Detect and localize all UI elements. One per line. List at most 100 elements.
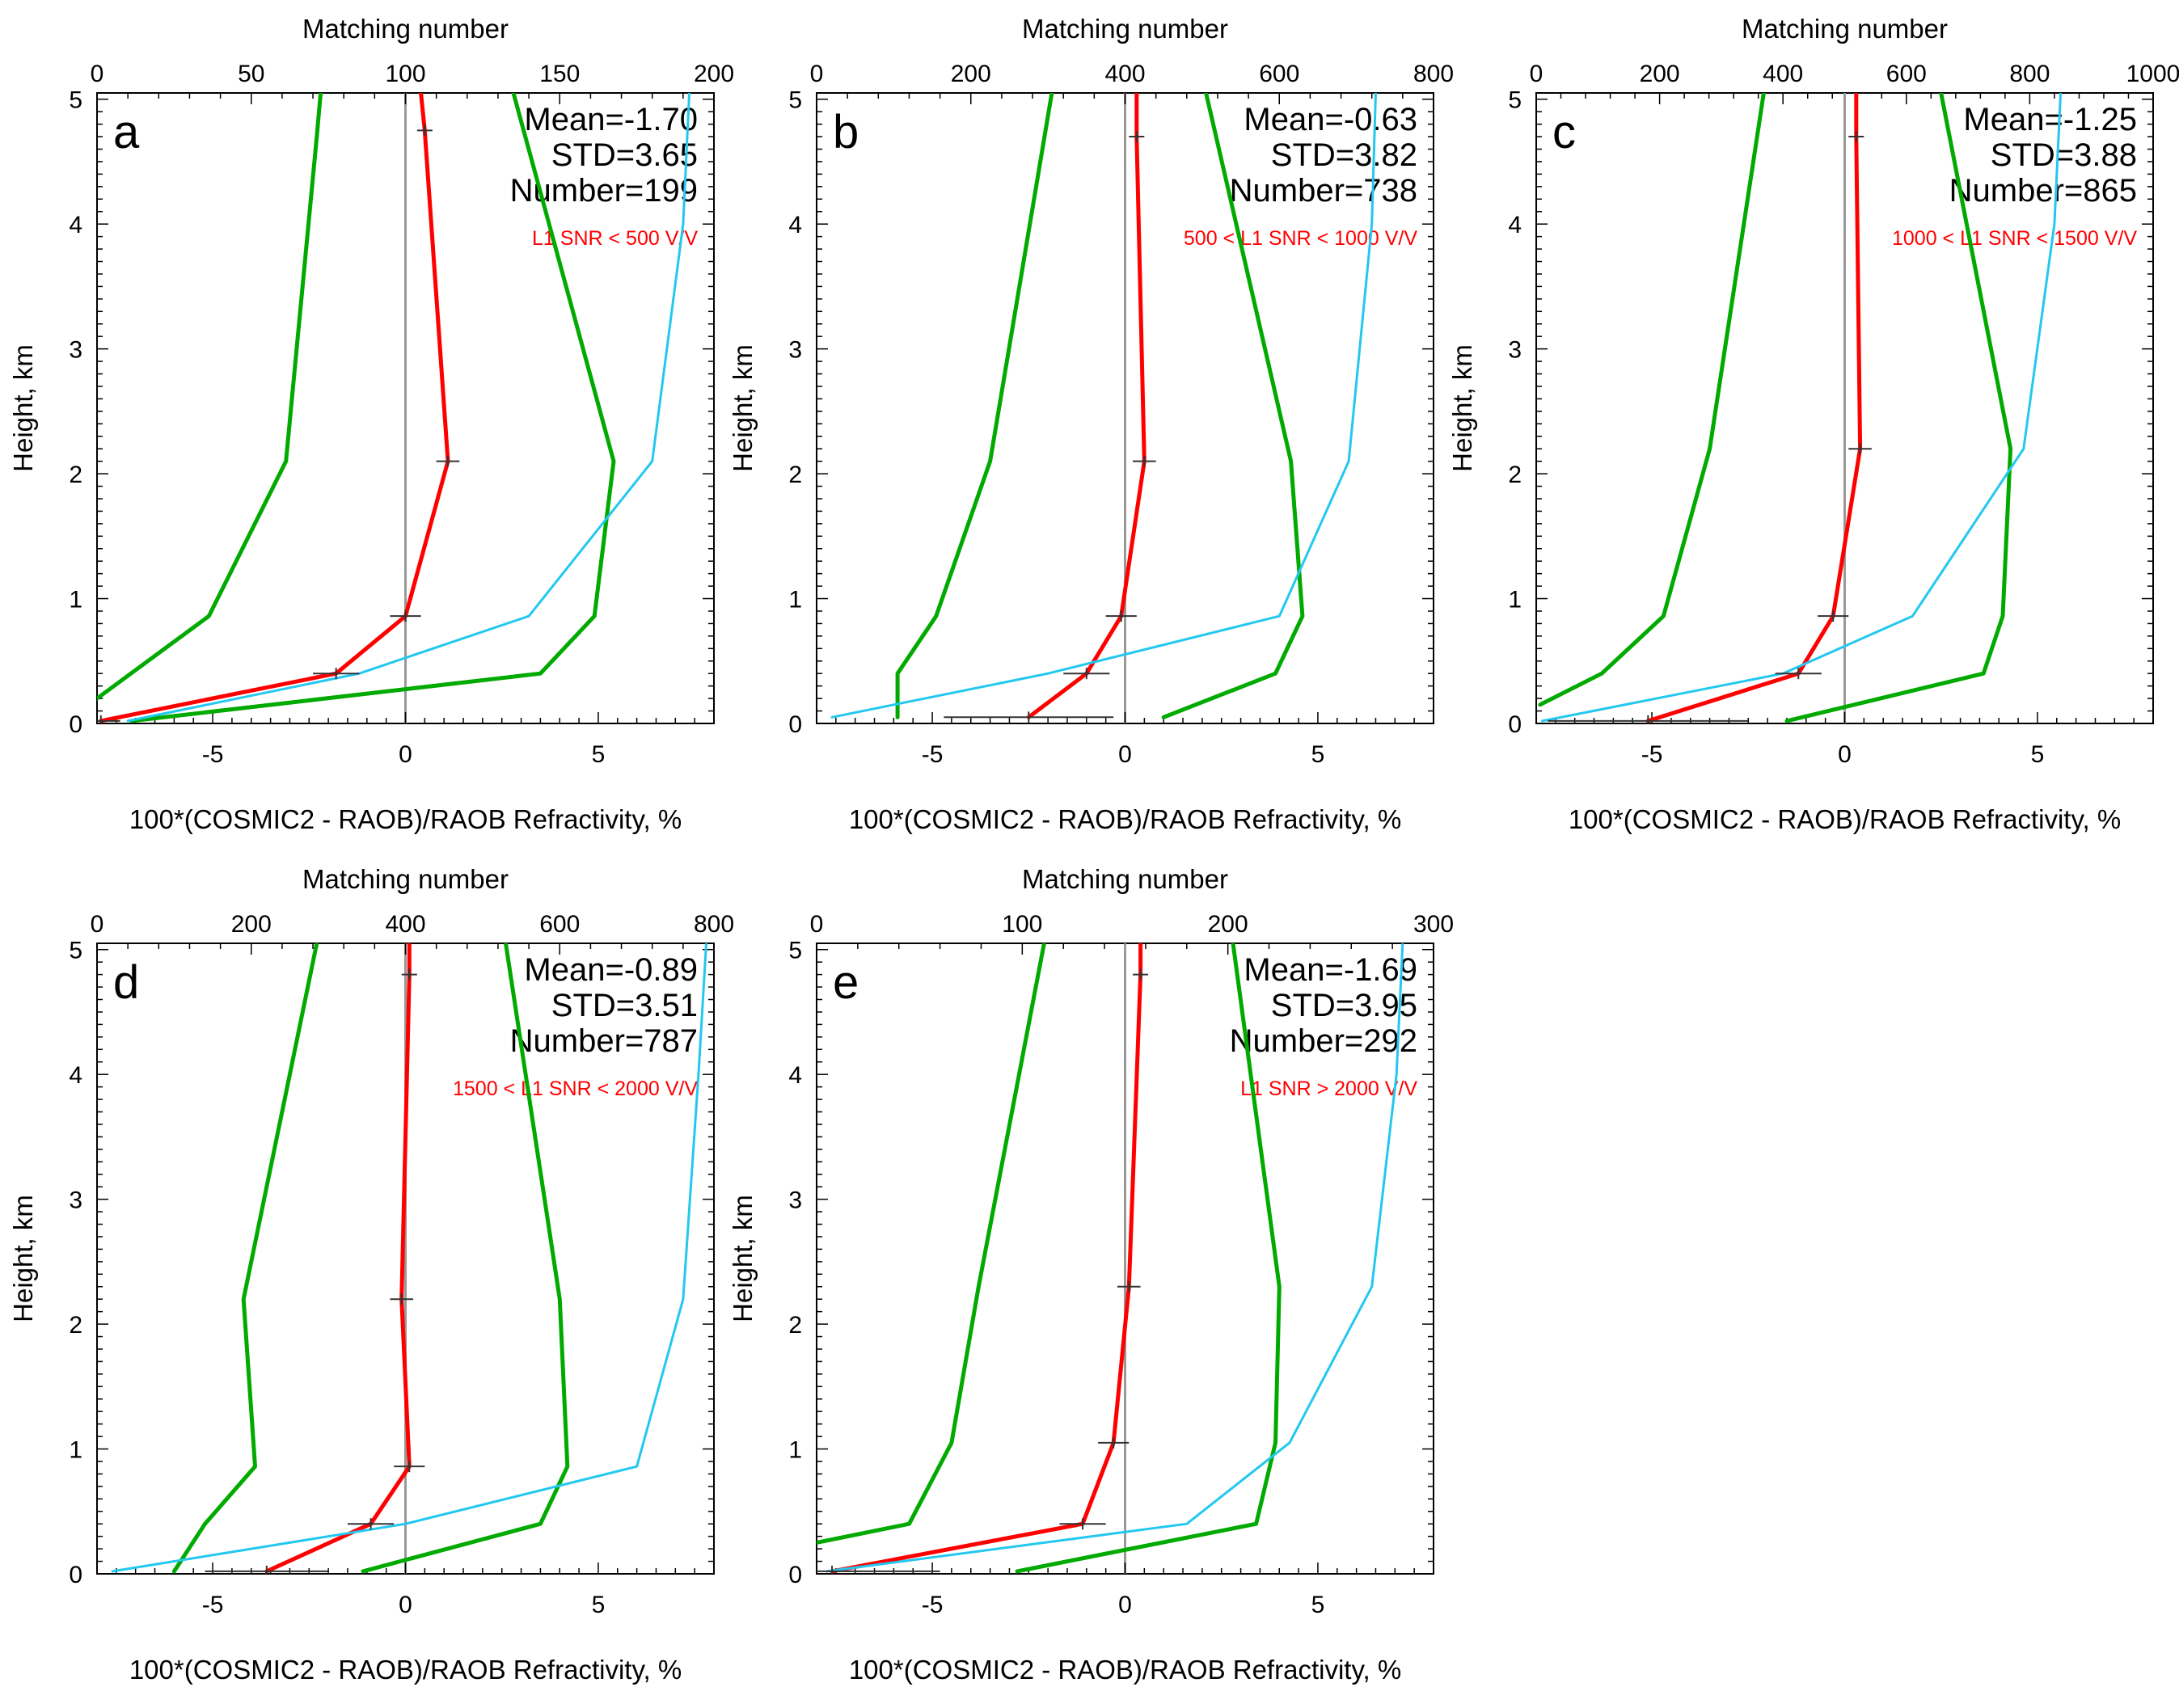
std-right-line [129,93,616,723]
x-axis-title: 100*(COSMIC2 - RAOB)/RAOB Refractivity, … [129,1655,682,1685]
y-tick-label: 2 [1508,462,1522,488]
panel-letter: a [113,106,140,158]
std-right-line [1784,93,2013,723]
stat-number: Number=787 [510,1023,698,1059]
y-tick-label: 0 [788,711,802,738]
y-tick-label: 2 [69,462,82,488]
y-axis-title: Height, km [728,344,758,472]
top-axis-title: Matching number [1022,864,1228,894]
top-tick-label: 1000 [2126,61,2179,87]
bias-line [1645,93,1863,723]
x-axis-title: 100*(COSMIC2 - RAOB)/RAOB Refractivity, … [849,1655,1401,1685]
top-axis-title: Matching number [1022,14,1228,44]
stat-mean: Mean=-0.89 [524,952,698,988]
y-tick-label: 5 [788,938,802,964]
x-tick-label: -5 [202,741,224,768]
bias-line [1026,93,1147,719]
std-left-line [171,943,319,1574]
x-tick-label: 5 [2031,741,2045,768]
y-tick-label: 0 [69,1562,82,1588]
matching-number-line [830,93,1377,719]
bias-line [99,93,450,723]
top-tick-label: 400 [385,911,425,938]
std-right-line [1015,943,1282,1574]
std-left-line [97,93,323,701]
y-tick-label: 2 [788,462,802,488]
y-tick-label: 4 [788,1062,802,1089]
top-tick-label: 600 [1886,61,1927,87]
top-tick-label: 50 [238,61,264,87]
y-tick-label: 5 [69,87,82,114]
x-tick-label: 0 [1118,1592,1132,1618]
stat-std: STD=3.82 [1271,137,1417,173]
y-axis-title: Height, km [8,1195,38,1322]
y-tick-label: 3 [788,337,802,364]
chart-panel-c: -5 0 50 200 400 600 800 1000012345100*(COSMIC2 … [1447,14,2179,834]
y-tick-label: 0 [1508,711,1522,738]
y-tick-label: 2 [788,1312,802,1339]
stat-number: Number=865 [1949,173,2137,209]
x-tick-label: -5 [202,1592,224,1618]
series-group [111,943,707,1574]
y-tick-label: 2 [69,1312,82,1339]
y-axis-title: Height, km [1447,344,1477,472]
top-tick-label: 100 [1002,911,1042,938]
snr-label: 1500 < L1 SNR < 2000 V/V [453,1078,698,1100]
y-tick-label: 1 [69,587,82,614]
panel-letter: d [113,956,139,1009]
series-group [830,93,1377,723]
y-tick-label: 3 [69,337,82,364]
std-left-line [817,943,1046,1545]
top-tick-label: 0 [810,911,824,938]
top-tick-label: 800 [2009,61,2050,87]
std-left-line [1538,93,1766,707]
y-axis-title: Height, km [728,1195,758,1322]
top-axis-title: Matching number [302,14,509,44]
x-tick-label: -5 [922,1592,944,1618]
matching-number-line [126,93,690,723]
y-tick-label: 0 [69,711,82,738]
top-tick-label: 100 [385,61,425,87]
snr-label: 500 < L1 SNR < 1000 V/V [1184,227,1417,250]
matching-number-line [111,943,707,1573]
x-tick-label: 0 [1838,741,1852,768]
y-tick-label: 5 [788,87,802,114]
bias-line [830,943,1143,1574]
y-tick-label: 1 [788,1437,802,1464]
x-tick-label: 5 [1311,1592,1325,1618]
stat-std: STD=3.95 [1271,988,1417,1023]
top-tick-label: 800 [694,911,734,938]
top-tick-label: 0 [810,61,824,87]
series-group [1538,93,2063,723]
series-group [817,943,1404,1574]
stat-mean: Mean=-1.70 [524,102,698,137]
top-tick-label: 200 [1208,911,1248,938]
y-tick-label: 4 [788,212,802,238]
top-tick-label: 0 [91,911,104,938]
x-tick-label: 5 [592,741,606,768]
y-tick-label: 1 [69,1437,82,1464]
top-tick-label: 0 [91,61,104,87]
x-tick-label: 5 [1311,741,1325,768]
stat-mean: Mean=-1.69 [1244,952,1417,988]
panel-letter: c [1552,106,1576,158]
y-tick-label: 5 [69,938,82,964]
y-axis-title: Height, km [8,344,38,472]
y-tick-label: 4 [69,212,82,238]
stat-std: STD=3.88 [1991,137,2137,173]
top-tick-label: 800 [1413,61,1454,87]
top-tick-label: 400 [1104,61,1145,87]
stat-std: STD=3.51 [551,988,698,1023]
top-axis-title: Matching number [302,864,509,894]
stat-mean: Mean=-0.63 [1244,102,1417,137]
x-axis-title: 100*(COSMIC2 - RAOB)/RAOB Refractivity, … [849,804,1401,834]
y-tick-label: 4 [69,1062,82,1089]
std-left-line [895,93,1054,719]
top-tick-label: 600 [539,911,580,938]
x-tick-label: -5 [922,741,944,768]
